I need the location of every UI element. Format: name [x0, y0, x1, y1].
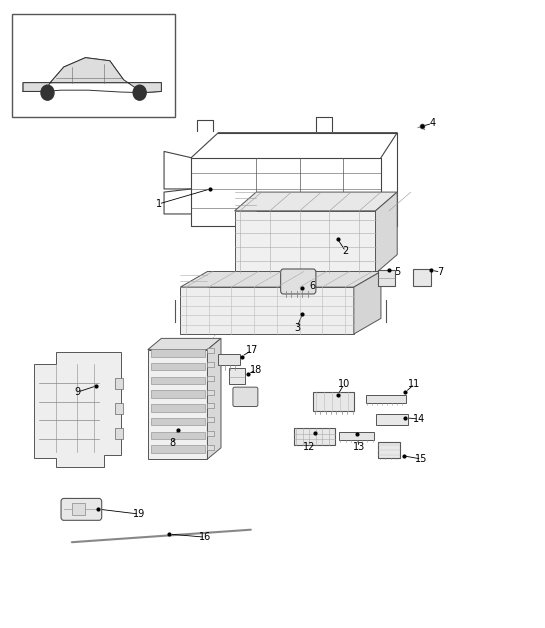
Bar	[366, 395, 407, 403]
FancyBboxPatch shape	[281, 269, 316, 294]
Text: 13: 13	[353, 442, 365, 452]
Text: 19: 19	[133, 509, 145, 519]
Bar	[219, 354, 240, 365]
Polygon shape	[354, 271, 381, 334]
Polygon shape	[23, 58, 161, 93]
Text: 9: 9	[74, 387, 80, 397]
Polygon shape	[148, 338, 221, 350]
Text: 5: 5	[394, 267, 401, 277]
Text: 4: 4	[429, 118, 435, 128]
Text: 10: 10	[338, 379, 350, 389]
Bar	[150, 404, 205, 411]
Text: 17: 17	[246, 345, 258, 355]
Bar	[376, 414, 408, 425]
Text: 14: 14	[413, 414, 425, 424]
Bar	[208, 403, 214, 408]
Bar	[150, 445, 205, 453]
Text: 2: 2	[343, 246, 349, 256]
Bar	[208, 431, 214, 436]
Bar	[115, 403, 123, 414]
Text: 18: 18	[250, 365, 262, 375]
Bar	[150, 390, 205, 398]
Bar	[150, 431, 205, 439]
Bar	[294, 428, 335, 445]
Bar	[150, 418, 205, 425]
Polygon shape	[180, 271, 381, 287]
Circle shape	[41, 85, 54, 100]
Text: 12: 12	[302, 441, 315, 452]
Bar	[208, 389, 214, 394]
Text: 3: 3	[294, 323, 300, 333]
Bar	[208, 349, 214, 354]
Bar	[150, 349, 205, 357]
Polygon shape	[376, 192, 397, 273]
Text: 15: 15	[415, 454, 428, 464]
Bar	[115, 428, 123, 439]
Bar	[229, 369, 245, 384]
Text: 16: 16	[199, 532, 211, 542]
FancyBboxPatch shape	[61, 499, 102, 521]
Bar	[378, 270, 395, 286]
Bar	[208, 362, 214, 367]
Bar	[208, 376, 214, 381]
Text: 11: 11	[408, 379, 421, 389]
Polygon shape	[234, 192, 397, 211]
Bar	[150, 363, 205, 371]
Polygon shape	[148, 350, 208, 459]
Bar	[313, 392, 354, 411]
Bar	[378, 442, 400, 458]
Bar	[208, 445, 214, 450]
Text: 7: 7	[438, 267, 444, 277]
Polygon shape	[34, 352, 120, 467]
Text: 6: 6	[309, 281, 315, 291]
Polygon shape	[208, 338, 221, 459]
Text: 1: 1	[155, 199, 162, 209]
Bar	[150, 377, 205, 384]
Polygon shape	[180, 287, 354, 334]
Bar	[414, 269, 431, 286]
Bar	[115, 378, 123, 389]
Text: 8: 8	[169, 438, 175, 448]
Bar	[208, 417, 214, 422]
Circle shape	[133, 85, 146, 100]
Bar	[72, 504, 86, 516]
Bar	[12, 14, 175, 117]
FancyBboxPatch shape	[233, 387, 258, 406]
Bar	[338, 431, 374, 440]
Polygon shape	[234, 211, 376, 273]
